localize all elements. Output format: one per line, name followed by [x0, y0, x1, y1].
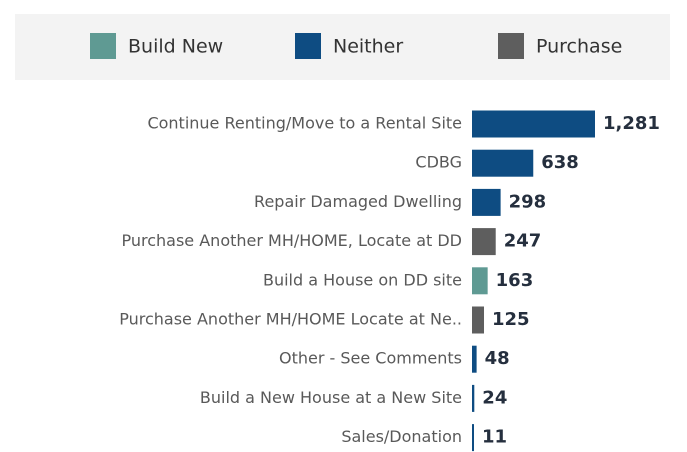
category-label: Purchase Another MH/HOME, Locate at DD: [121, 231, 462, 250]
bar: [472, 188, 501, 216]
value-label: 48: [485, 348, 510, 369]
bar: [472, 110, 595, 138]
legend-background: [15, 14, 670, 80]
legend-label: Neither: [333, 36, 403, 58]
legend-swatch: [295, 33, 321, 59]
legend-swatch: [498, 33, 524, 59]
bar: [472, 267, 488, 295]
category-label: Sales/Donation: [341, 427, 462, 446]
category-label: CDBG: [415, 153, 462, 172]
legend-label: Build New: [128, 36, 223, 58]
category-label: Continue Renting/Move to a Rental Site: [147, 114, 462, 133]
value-label: 247: [504, 231, 542, 252]
value-label: 298: [509, 191, 547, 212]
bar: [472, 424, 474, 452]
bar: [472, 306, 485, 334]
value-label: 24: [482, 387, 507, 408]
bar: [472, 149, 534, 177]
value-label: 1,281: [603, 113, 660, 134]
bar: [472, 384, 475, 412]
legend-label: Purchase: [536, 36, 622, 58]
bar: [472, 228, 496, 256]
category-label: Build a House on DD site: [263, 270, 462, 289]
category-label: Repair Damaged Dwelling: [254, 192, 462, 211]
legend-swatch: [90, 33, 116, 59]
value-label: 638: [541, 152, 579, 173]
bar: [472, 345, 477, 373]
value-label: 11: [482, 427, 507, 448]
value-label: 163: [496, 270, 534, 291]
category-label: Purchase Another MH/HOME Locate at Ne..: [119, 310, 462, 329]
category-label: Build a New House at a New Site: [200, 388, 462, 407]
category-label: Other - See Comments: [279, 349, 462, 368]
value-label: 125: [492, 309, 530, 330]
